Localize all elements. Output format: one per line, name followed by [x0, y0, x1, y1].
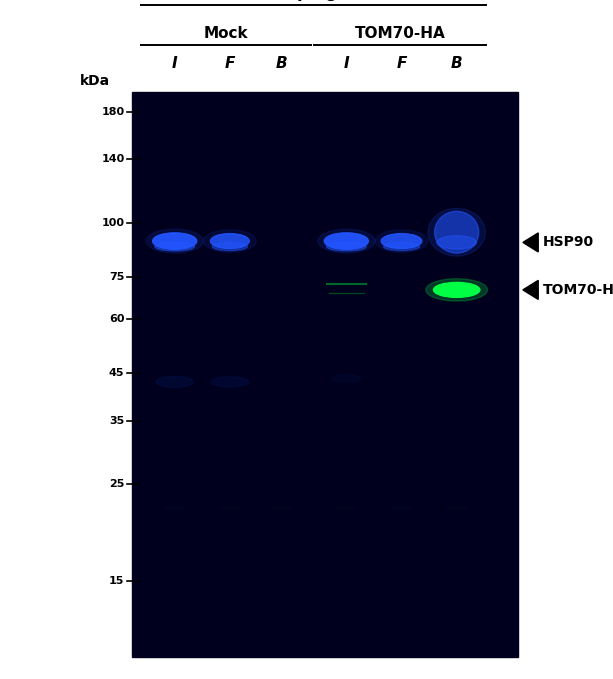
Text: F: F	[397, 56, 406, 71]
Ellipse shape	[428, 208, 485, 256]
Text: I: I	[172, 56, 178, 71]
Text: TOM70-HA: TOM70-HA	[355, 26, 446, 41]
Ellipse shape	[164, 506, 186, 511]
Ellipse shape	[219, 506, 241, 511]
Text: B: B	[276, 56, 287, 71]
Ellipse shape	[212, 242, 248, 251]
Polygon shape	[523, 233, 538, 252]
Text: 75: 75	[109, 272, 124, 282]
Ellipse shape	[446, 506, 468, 511]
Ellipse shape	[271, 506, 293, 511]
Ellipse shape	[383, 242, 420, 251]
Text: 100: 100	[101, 217, 124, 227]
Ellipse shape	[153, 233, 197, 249]
Text: 25: 25	[109, 479, 124, 490]
Ellipse shape	[155, 242, 194, 251]
Ellipse shape	[426, 278, 487, 301]
Ellipse shape	[156, 376, 194, 387]
Ellipse shape	[332, 374, 360, 382]
Text: HSP90: HSP90	[543, 236, 593, 249]
Ellipse shape	[381, 234, 422, 249]
Text: I: I	[343, 56, 349, 71]
Text: 35: 35	[109, 416, 124, 426]
Text: 60: 60	[109, 314, 124, 324]
Ellipse shape	[146, 229, 204, 253]
Ellipse shape	[211, 377, 249, 387]
Text: HA-Trap agarose: HA-Trap agarose	[237, 0, 390, 1]
Text: 180: 180	[101, 107, 124, 117]
Text: 140: 140	[101, 154, 124, 164]
Polygon shape	[523, 280, 538, 299]
Ellipse shape	[433, 282, 480, 297]
Text: Mock: Mock	[204, 26, 248, 41]
Text: kDa: kDa	[80, 74, 110, 88]
Ellipse shape	[204, 230, 256, 253]
Ellipse shape	[324, 233, 368, 249]
Text: 45: 45	[109, 368, 124, 378]
Ellipse shape	[435, 211, 479, 253]
Ellipse shape	[318, 229, 375, 253]
Text: B: B	[451, 56, 462, 71]
Ellipse shape	[390, 506, 413, 511]
Ellipse shape	[210, 234, 249, 249]
Bar	[132, 92, 518, 657]
Ellipse shape	[375, 230, 428, 253]
Text: TOM70-HA: TOM70-HA	[543, 283, 613, 297]
Text: 15: 15	[109, 576, 124, 586]
Ellipse shape	[335, 506, 357, 511]
Ellipse shape	[437, 236, 476, 249]
Ellipse shape	[327, 242, 366, 251]
Text: F: F	[225, 56, 235, 71]
